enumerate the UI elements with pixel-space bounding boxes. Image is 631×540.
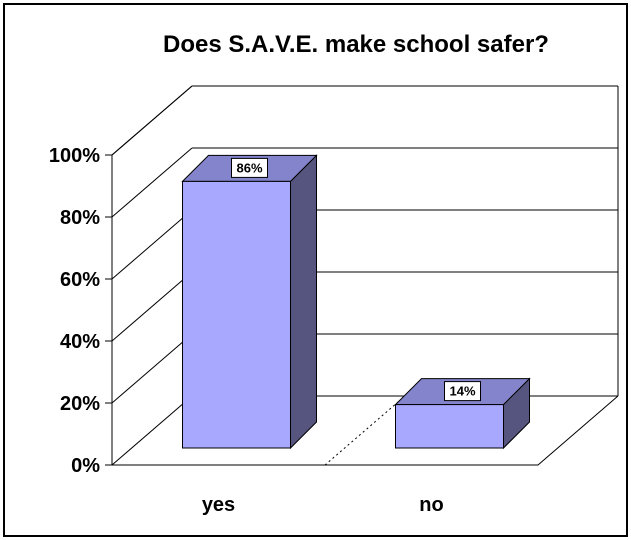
category-label: yes bbox=[202, 494, 235, 516]
data-label: 14% bbox=[449, 384, 475, 399]
chart-frame bbox=[3, 3, 628, 537]
gridline-depth bbox=[111, 147, 193, 218]
chart-title: Does S.A.V.E. make school safer? bbox=[163, 31, 549, 58]
gridline-depth bbox=[111, 395, 193, 466]
y-tick-label: 100% bbox=[49, 145, 100, 167]
bar-front bbox=[395, 404, 504, 449]
gridline-depth bbox=[111, 209, 193, 280]
bar-front bbox=[182, 180, 291, 449]
gridline-depth bbox=[111, 271, 193, 342]
data-label: 86% bbox=[236, 160, 262, 175]
y-axis-ticks: 0% 20% 40% 60% 80% 100% bbox=[49, 145, 112, 477]
gridline-depth bbox=[111, 85, 193, 156]
y-tick-label: 0% bbox=[71, 455, 100, 477]
x-axis-categories: yes no bbox=[202, 494, 444, 516]
gridline-depth bbox=[111, 333, 193, 404]
bar-side bbox=[290, 154, 317, 450]
data-label-box bbox=[231, 157, 268, 178]
floor-edge bbox=[112, 395, 619, 466]
y-tick-label: 80% bbox=[60, 207, 100, 229]
y-tick-label: 40% bbox=[60, 331, 100, 353]
left-wall-edge bbox=[111, 85, 193, 465]
bar-no: 14% bbox=[394, 377, 531, 450]
y-tick-label: 60% bbox=[60, 269, 100, 291]
bars: 86% 14% bbox=[181, 154, 531, 450]
data-label-box bbox=[444, 381, 481, 402]
y-tick-label: 20% bbox=[60, 393, 100, 415]
category-divider bbox=[324, 395, 406, 466]
category-label: no bbox=[419, 494, 443, 516]
bar-yes: 86% bbox=[181, 154, 318, 450]
